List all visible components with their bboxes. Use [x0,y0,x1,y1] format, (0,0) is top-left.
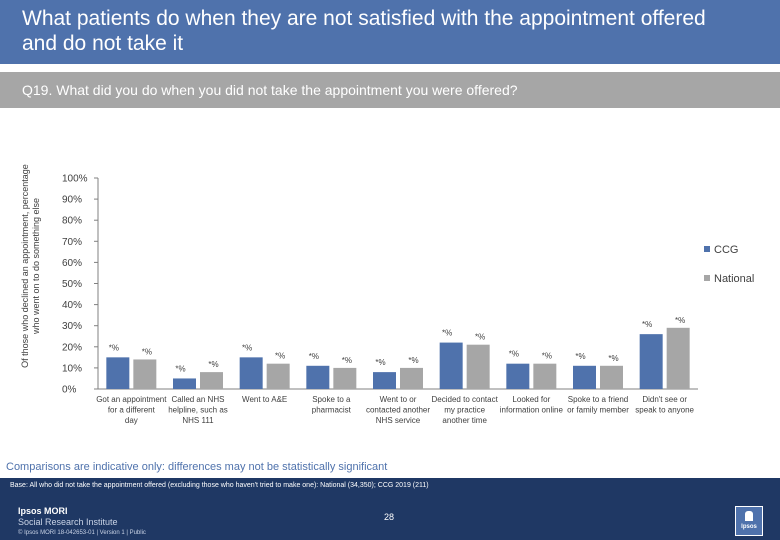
data-label: *% [442,329,452,338]
ipsos-badge-icon: Ipsos [735,506,763,536]
bar-ccg [439,342,463,389]
y-tick-label: 20% [62,342,82,353]
bar-national [666,327,690,389]
bar-national [400,367,423,389]
bar-ccg [573,365,596,389]
data-label: *% [408,356,418,365]
category-label: Spoke to a pharmacist [312,395,352,415]
category-label: Went to A&E [242,395,287,404]
data-label: *% [375,358,385,367]
data-label: *% [342,356,352,365]
copyright-text: © Ipsos MORI 18-042653-01 | Version 1 | … [18,530,146,536]
bar-ccg [373,372,396,389]
bar-chart: 0% 10% 20% 30% 40% 50% 60% 70% 80% 90% 100% *% *% Got… [62,174,754,426]
data-label: *% [542,352,552,361]
data-label: *% [642,320,652,329]
data-label: *% [509,350,519,359]
legend-swatch-national [704,275,710,281]
legend-label-ccg: CCG [714,244,738,256]
category-label: Decided to contact my practice another tim… [432,395,499,425]
data-label: *% [475,333,485,342]
data-label: *% [208,360,218,369]
data-label: *% [608,354,618,363]
y-tick-label: 70% [62,237,82,248]
ipsos-logo-subtitle: Social Research Institute [18,517,118,527]
comparison-note: Comparisons are indicative only: differe… [6,461,388,473]
bar-national [133,359,157,389]
badge-mark [745,511,753,521]
data-label: *% [575,352,585,361]
y-tick-label: 50% [62,279,82,290]
bar-ccg [173,378,196,389]
bar-national [200,372,223,389]
bar-ccg [306,365,330,389]
question-text: Q19. What did you do when you did not ta… [22,82,518,98]
legend-label-national: National [714,273,754,285]
legend-swatch-ccg [704,246,710,252]
bar-ccg [239,357,263,389]
base-text: Base: All who did not take the appointme… [10,482,429,489]
category-label: Didn't see or speak to anyone [635,395,694,415]
page-number: 28 [384,512,395,522]
page-title: What patients do when they are not satis… [22,7,706,55]
bar-ccg [506,363,530,389]
bar-national [533,363,557,389]
question-band: Q19. What did you do when you did not ta… [0,72,780,108]
category-label: Looked for information online [500,395,564,415]
y-tick-label: 30% [62,321,82,332]
category-label: Got an appointment for a different day [96,395,167,425]
y-tick-label: 10% [62,363,82,374]
bar-national [466,344,490,389]
ipsos-logo-name: Ipsos MORI [18,506,68,516]
badge-text: Ipsos [741,524,757,530]
title-band: What patients do when they are not satis… [0,0,780,64]
bar-ccg [639,334,663,389]
data-label: *% [675,316,685,325]
y-tick-label: 60% [62,258,82,269]
y-tick-label: 0% [62,385,77,396]
y-tick-label: 100% [62,174,88,185]
y-tick-label: 90% [62,195,82,206]
data-label: *% [142,347,152,356]
y-tick-label: 80% [62,216,82,227]
data-label: *% [109,343,119,352]
bar-national [266,363,290,389]
data-label: *% [275,352,285,361]
category-label: Spoke to a friend or family member [567,395,629,415]
data-label: *% [175,364,185,373]
data-label: *% [309,352,319,361]
footer-band: Base: All who did not take the appointme… [0,478,780,540]
category-label: Called an NHS helpline, such as NHS 111 [168,395,228,425]
y-tick-label: 40% [62,300,82,311]
bar-ccg [106,357,130,389]
category-label: Went to or contacted another NHS service [366,395,430,425]
data-label: *% [242,343,252,352]
bar-national [600,365,623,389]
bar-national [333,367,357,389]
